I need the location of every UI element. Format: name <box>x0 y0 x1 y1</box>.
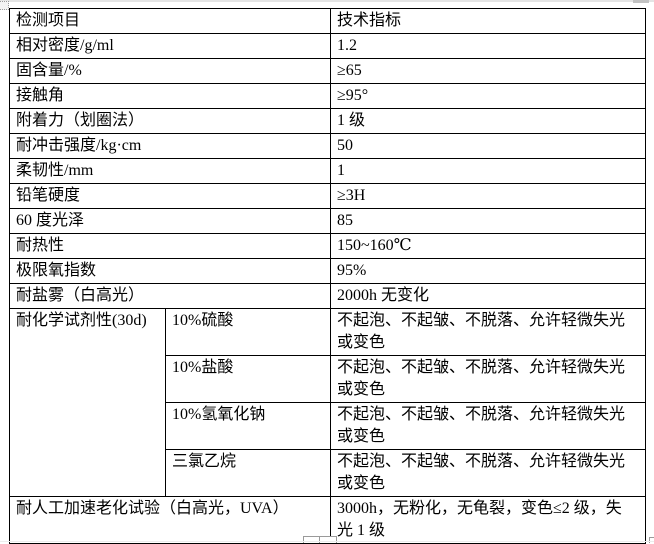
chemical-group-cell[interactable]: 耐化学试剂性(30d) <box>9 308 166 497</box>
scrollbar-edge-fragment <box>633 0 649 3</box>
value-cell[interactable]: 1.2 <box>330 33 646 59</box>
value-cell[interactable]: ≥95° <box>330 83 646 109</box>
value-cell[interactable]: 1 <box>330 158 646 184</box>
table-header-row: 检测项目 技术指标 <box>9 8 646 34</box>
table-row: 柔韧性/mm 1 <box>9 158 646 184</box>
reagent-cell[interactable]: 10%氢氧化钠 <box>165 402 331 450</box>
table-row: 接触角 ≥95° <box>9 83 646 109</box>
table-row: 铅笔硬度 ≥3H <box>9 183 646 209</box>
table-row-chemical: 耐化学试剂性(30d) 10%硫酸 不起泡、不起皱、不脱落、允许轻微失光或变色 <box>9 308 646 497</box>
value-cell[interactable]: 50 <box>330 133 646 159</box>
item-cell[interactable]: 接触角 <box>9 83 331 109</box>
value-cell[interactable]: ≥3H <box>330 183 646 209</box>
item-cell[interactable]: 柔韧性/mm <box>9 158 331 184</box>
value-cell[interactable]: 1 级 <box>330 108 646 134</box>
table-move-handle-icon[interactable] <box>0 1 9 10</box>
header-value-cell[interactable]: 技术指标 <box>330 8 646 34</box>
value-cell[interactable]: 3000h，无粉化，无龟裂，变色≤2 级，失光 1 级 <box>330 496 646 544</box>
reagent-cell[interactable]: 三氯乙烷 <box>165 449 331 497</box>
item-cell[interactable]: 耐热性 <box>9 233 331 259</box>
table-row: 耐盐雾（白高光） 2000h 无变化 <box>9 283 646 309</box>
value-cell[interactable]: 2000h 无变化 <box>330 283 646 309</box>
table-row: 极限氧指数 95% <box>9 258 646 284</box>
table-row-chemical: 三氯乙烷 不起泡、不起皱、不脱落、允许轻微失光或变色 <box>10 449 646 497</box>
table-row: 耐冲击强度/kg·cm 50 <box>9 133 646 159</box>
header-item-cell[interactable]: 检测项目 <box>9 8 331 34</box>
item-cell[interactable]: 固含量/% <box>9 58 331 84</box>
item-cell[interactable]: 相对密度/g/ml <box>9 33 331 59</box>
table-row: 附着力（划圈法） 1 级 <box>9 108 646 134</box>
value-cell[interactable]: 不起泡、不起皱、不脱落、允许轻微失光或变色 <box>330 449 646 497</box>
item-cell[interactable]: 60 度光泽 <box>9 208 331 234</box>
spec-table: 检测项目 技术指标 相对密度/g/ml 1.2 固含量/% ≥65 接触角 ≥9… <box>9 8 646 544</box>
item-cell[interactable]: 极限氧指数 <box>9 258 331 284</box>
table-row-aging: 耐人工加速老化试验（白高光，UVA） 3000h，无粉化，无龟裂，变色≤2 级，… <box>9 496 646 544</box>
item-cell[interactable]: 耐人工加速老化试验（白高光，UVA） <box>9 496 331 544</box>
page-top-edge <box>0 0 654 2</box>
value-cell[interactable]: 不起泡、不起皱、不脱落、允许轻微失光或变色 <box>330 308 646 356</box>
value-cell[interactable]: 150~160℃ <box>330 233 646 259</box>
table-row: 固含量/% ≥65 <box>9 58 646 84</box>
table-row-chemical: 10%盐酸 不起泡、不起皱、不脱落、允许轻微失光或变色 <box>10 355 646 403</box>
table-row-chemical: 10%氢氧化钠 不起泡、不起皱、不脱落、允许轻微失光或变色 <box>10 402 646 450</box>
reagent-cell[interactable]: 10%硫酸 <box>165 308 331 356</box>
item-cell[interactable]: 铅笔硬度 <box>9 183 331 209</box>
table-row: 60 度光泽 85 <box>9 208 646 234</box>
next-table-fragment <box>319 536 337 543</box>
value-cell[interactable]: 不起泡、不起皱、不脱落、允许轻微失光或变色 <box>330 355 646 403</box>
item-cell[interactable]: 附着力（划圈法） <box>9 108 331 134</box>
item-cell[interactable]: 耐盐雾（白高光） <box>9 283 331 309</box>
box-corner-fragment <box>649 537 654 543</box>
value-cell[interactable]: 95% <box>330 258 646 284</box>
value-cell[interactable]: 85 <box>330 208 646 234</box>
value-cell[interactable]: 不起泡、不起皱、不脱落、允许轻微失光或变色 <box>330 402 646 450</box>
table-row: 耐热性 150~160℃ <box>9 233 646 259</box>
table-row: 相对密度/g/ml 1.2 <box>9 33 646 59</box>
reagent-cell[interactable]: 10%盐酸 <box>165 355 331 403</box>
item-cell[interactable]: 耐冲击强度/kg·cm <box>9 133 331 159</box>
value-cell[interactable]: ≥65 <box>330 58 646 84</box>
